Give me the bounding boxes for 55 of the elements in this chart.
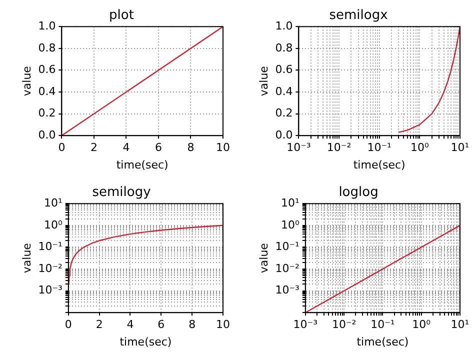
y-tick-label: 0.8 bbox=[38, 41, 56, 54]
x-axis-title: time(sec) bbox=[353, 158, 406, 172]
y-axis-title: value bbox=[20, 66, 34, 96]
x-tick-label: 6 bbox=[158, 318, 165, 332]
y-tick-label: 10⁻² bbox=[275, 262, 300, 275]
y-tick-label: 10¹ bbox=[44, 196, 62, 210]
y-tick-label: 10⁻¹ bbox=[38, 240, 62, 254]
x-tick-label: 0 bbox=[64, 318, 72, 332]
y-tick-label: 0.0 bbox=[38, 128, 56, 142]
y-tick-label: 0.8 bbox=[275, 41, 293, 54]
y-tick-label: 10⁰ bbox=[44, 218, 63, 232]
x-tick-label: 10⁰ bbox=[412, 318, 432, 332]
x-tick-label: 8 bbox=[188, 318, 196, 332]
x-tick-label: 6 bbox=[154, 141, 162, 154]
x-tick-label: 10⁰ bbox=[410, 141, 430, 154]
y-axis-title: value bbox=[257, 242, 270, 274]
x-tick-label: 10⁻² bbox=[332, 318, 356, 332]
y-tick-label: 0.6 bbox=[275, 63, 293, 76]
y-tick-label: 0.4 bbox=[275, 84, 293, 98]
x-tick-label: 10⁻² bbox=[326, 141, 352, 154]
y-tick-label: 0.6 bbox=[38, 63, 56, 76]
y-tick-label: 0.2 bbox=[38, 106, 56, 120]
chart-title: plot bbox=[109, 8, 134, 24]
y-tick-label: 10¹ bbox=[280, 196, 300, 210]
x-axis-title: time(sec) bbox=[356, 335, 409, 348]
x-tick-label: 8 bbox=[187, 141, 194, 154]
y-tick-label: 0.0 bbox=[275, 128, 293, 142]
y-tick-label: 0.4 bbox=[38, 84, 56, 98]
x-tick-label: 2 bbox=[96, 318, 103, 332]
x-axis-title: time(sec) bbox=[120, 335, 172, 348]
x-tick-label: 10⁻¹ bbox=[370, 318, 395, 332]
y-tick-label: 10⁻³ bbox=[38, 284, 62, 297]
x-tick-label: 10 bbox=[216, 141, 230, 154]
x-axis-title: time(sec) bbox=[116, 158, 168, 172]
y-tick-label: 10⁻² bbox=[38, 262, 62, 275]
x-tick-label: 2 bbox=[90, 141, 98, 154]
chart-title: semilogx bbox=[329, 8, 388, 24]
chart-title: semilogy bbox=[92, 185, 152, 200]
y-tick-label: 10⁻¹ bbox=[275, 240, 300, 254]
x-tick-label: 10⁻³ bbox=[293, 318, 318, 332]
y-axis-title: value bbox=[257, 66, 270, 96]
y-tick-label: 10⁰ bbox=[280, 218, 300, 232]
y-tick-label: 1.0 bbox=[275, 19, 293, 32]
chart-title: loglog bbox=[338, 185, 378, 200]
y-tick-label: 10⁻³ bbox=[275, 284, 300, 297]
y-tick-label: 0.2 bbox=[275, 106, 293, 120]
x-tick-label: 10 bbox=[216, 318, 230, 332]
y-axis-title: value bbox=[20, 242, 34, 274]
x-tick-label: 4 bbox=[126, 318, 134, 332]
x-tick-label: 4 bbox=[122, 141, 130, 154]
x-tick-label: 10¹ bbox=[450, 318, 470, 332]
y-tick-label: 1.0 bbox=[38, 19, 56, 32]
x-tick-label: 10⁻¹ bbox=[367, 141, 392, 154]
x-tick-label: 0 bbox=[58, 141, 66, 154]
x-tick-label: 10¹ bbox=[450, 141, 470, 154]
